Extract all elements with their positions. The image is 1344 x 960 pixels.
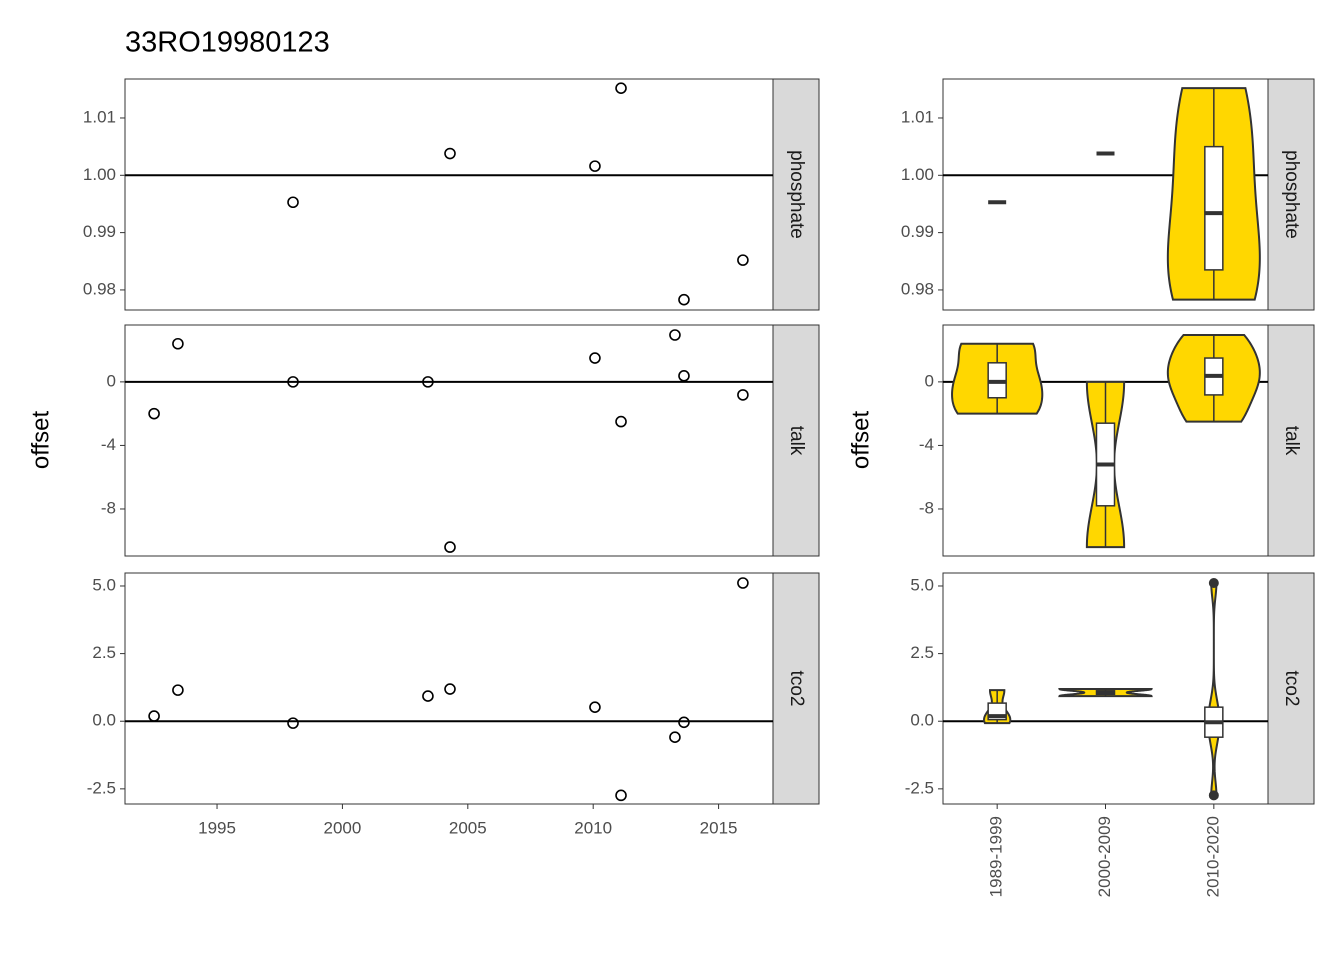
y-tick-label: -2.5 [87, 778, 116, 797]
chart-title: 33RO19980123 [125, 27, 330, 59]
x-tick-label: 1995 [198, 818, 236, 837]
strip-label: tco2 [786, 671, 807, 707]
y-tick-label: 0.98 [901, 279, 934, 298]
point [669, 329, 681, 341]
x-tick-label: 2005 [449, 818, 487, 837]
strip-label: phosphate [786, 150, 807, 239]
point [615, 82, 627, 94]
y-tick-label: 0.0 [910, 711, 934, 730]
point [678, 370, 690, 382]
y-tick-label: 2.5 [92, 643, 116, 662]
point [444, 147, 456, 160]
point [669, 731, 681, 743]
point [444, 683, 456, 695]
point [737, 389, 749, 401]
y-tick-label: -4 [101, 435, 116, 454]
y-tick-label: 0.0 [92, 711, 116, 730]
point [615, 789, 627, 802]
outlier [1208, 578, 1219, 589]
point [148, 407, 160, 420]
y-tick-label: 0 [925, 371, 934, 390]
point [737, 254, 749, 266]
point [287, 376, 299, 388]
point [678, 716, 690, 729]
point [172, 684, 184, 696]
point [148, 710, 160, 722]
y-tick-label: -8 [101, 498, 116, 517]
y-tick-label: 0.99 [83, 222, 116, 241]
point [172, 337, 184, 350]
strip [772, 324, 820, 557]
x-tick-label: 2010-2020 [1203, 816, 1222, 897]
y-tick-label: 1.00 [83, 165, 116, 184]
y-tick-label: 1.01 [83, 107, 116, 126]
box [1204, 145, 1224, 271]
y-axis-label: offset [847, 411, 874, 470]
strip-label: phosphate [1281, 150, 1302, 239]
point [589, 701, 601, 713]
y-tick-label: 0.99 [901, 222, 934, 241]
y-axis-label: offset [27, 411, 54, 470]
x-tick-label: 1989-1999 [987, 816, 1006, 897]
y-tick-label: 2.5 [910, 643, 934, 662]
point [287, 717, 299, 729]
y-tick-label: -2.5 [905, 778, 934, 797]
y-tick-label: 0 [107, 371, 116, 390]
x-tick-label: 2015 [700, 818, 738, 837]
point [287, 196, 299, 209]
point [422, 690, 434, 702]
y-tick-label: -8 [919, 498, 934, 517]
strip [772, 572, 820, 805]
point [444, 541, 456, 553]
strip-label: talk [1281, 426, 1302, 456]
y-tick-label: 5.0 [910, 575, 934, 594]
point [422, 376, 434, 388]
point [737, 577, 749, 589]
y-tick-label: 0.98 [83, 279, 116, 298]
y-tick-label: -4 [919, 435, 934, 454]
x-tick-label: 2000-2009 [1095, 816, 1114, 897]
y-tick-label: 1.01 [901, 107, 934, 126]
strip [772, 78, 820, 311]
x-tick-label: 2000 [324, 818, 362, 837]
outlier [1208, 790, 1219, 801]
point [589, 160, 601, 172]
point [589, 352, 601, 364]
strip-label: tco2 [1281, 671, 1302, 707]
point [678, 293, 690, 306]
y-tick-label: 1.00 [901, 165, 934, 184]
y-tick-label: 5.0 [92, 575, 116, 594]
strip [1267, 324, 1315, 557]
strip [1267, 572, 1315, 805]
point [615, 415, 627, 428]
strip-label: talk [786, 426, 807, 456]
strip [1267, 78, 1315, 311]
x-tick-label: 2010 [574, 818, 612, 837]
